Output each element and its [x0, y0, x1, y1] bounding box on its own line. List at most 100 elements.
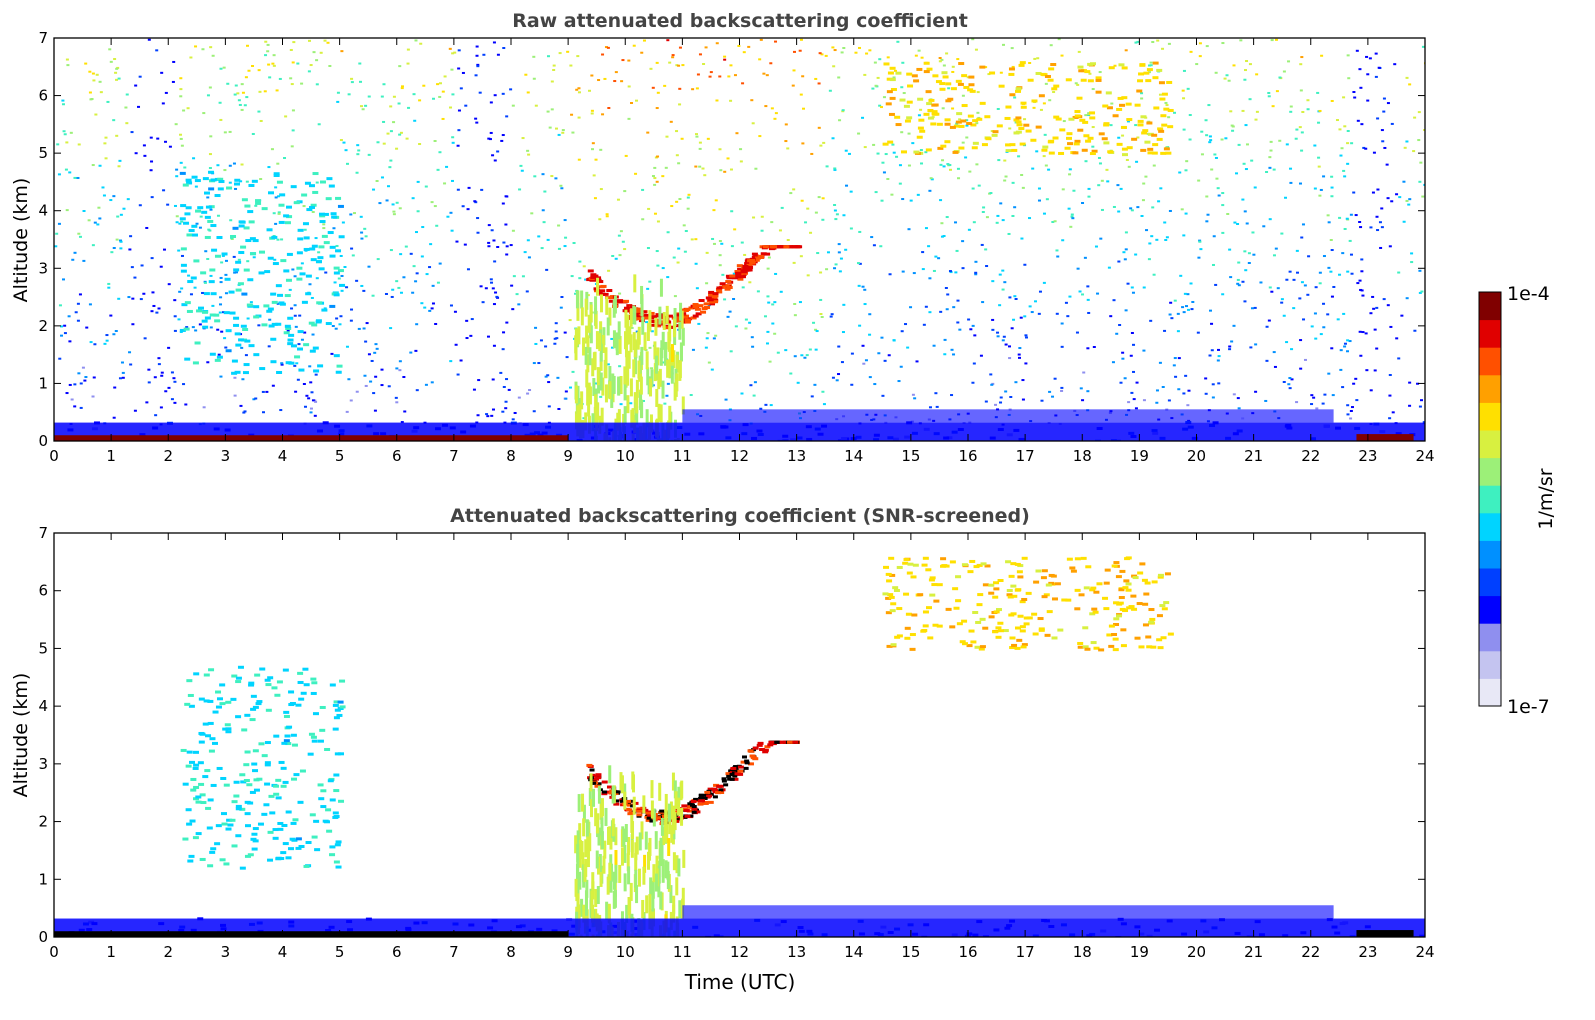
backscatter-noise-pixel [786, 238, 790, 241]
backscatter-pixel [997, 621, 1004, 625]
backscatter-noise-pixel [71, 258, 75, 261]
backscatter-noise-pixel [568, 386, 572, 389]
backscatter-noise-pixel [1117, 210, 1121, 213]
backscatter-pixel [729, 773, 735, 777]
backscatter-pixel [265, 708, 272, 712]
backscatter-noise-pixel [1068, 295, 1072, 298]
backscatter-noise-pixel [1106, 180, 1110, 183]
backscatter-noise-pixel [202, 406, 206, 409]
backscatter-pixel [1143, 592, 1150, 596]
backscatter-noise-pixel [1251, 231, 1255, 234]
backscatter-pixel [922, 610, 929, 614]
backscatter-noise-pixel [663, 84, 667, 87]
backscatter-pixel [250, 694, 257, 698]
backscatter-noise-pixel [601, 113, 605, 116]
backscatter-noise-pixel [398, 133, 402, 136]
backscatter-noise-pixel [756, 290, 760, 293]
backscatter-pixel [1103, 123, 1110, 127]
backscatter-pixel [939, 87, 946, 91]
backscatter-noise-pixel [451, 93, 455, 96]
backscatter-pixel [330, 212, 337, 216]
backscatter-pixel [612, 330, 616, 349]
backscatter-noise-pixel [240, 108, 244, 111]
backscatter-pixel [896, 565, 903, 569]
backscatter-noise-pixel [526, 91, 530, 94]
backscatter-noise-pixel [678, 197, 682, 200]
backscatter-noise-pixel [941, 159, 945, 162]
backscatter-pixel [221, 822, 228, 826]
backscatter-pixel [657, 403, 661, 422]
backscatter-noise-pixel [865, 52, 869, 55]
backscatter-noise-pixel [570, 275, 574, 278]
backscatter-noise-pixel [1115, 332, 1119, 335]
backscatter-pixel [944, 140, 951, 144]
backscatter-noise-pixel [159, 406, 163, 409]
backscatter-noise-pixel [367, 353, 371, 356]
backscatter-noise-pixel [1330, 99, 1334, 102]
backscatter-noise-pixel [167, 386, 171, 389]
backscatter-pixel [606, 289, 613, 293]
backscatter-pixel [956, 112, 963, 116]
backscatter-pixel [580, 307, 584, 326]
backscatter-noise-pixel [909, 199, 913, 202]
backscatter-noise-pixel [701, 167, 705, 170]
backscatter-noise-pixel [670, 205, 674, 208]
backscatter-pixel [297, 228, 304, 232]
backscatter-pixel [1073, 142, 1080, 146]
backscatter-pixel [678, 360, 682, 379]
backscatter-noise-pixel [195, 222, 199, 225]
backscatter-noise-pixel [1303, 358, 1307, 361]
colorbar-step [1479, 292, 1501, 321]
backscatter-noise-pixel [218, 101, 222, 104]
backscatter-pixel [658, 368, 662, 387]
backscatter-pixel [1151, 580, 1158, 584]
backscatter-pixel [650, 315, 657, 319]
backscatter-pixel [242, 371, 249, 375]
backscatter-pixel [197, 761, 204, 765]
backscatter-noise-pixel [739, 148, 743, 151]
backscatter-noise-pixel [737, 44, 741, 47]
backscatter-pixel [928, 578, 935, 582]
backscatter-pixel [205, 806, 212, 810]
backscatter-pixel [958, 62, 965, 66]
backscatter-noise-pixel [115, 134, 119, 137]
backscatter-pixel [699, 799, 706, 803]
backscatter-noise-pixel [152, 304, 156, 307]
backscatter-noise-pixel [1226, 212, 1230, 215]
backscatter-noise-pixel [576, 55, 580, 58]
backscatter-pixel [285, 278, 292, 282]
backscatter-noise-pixel [173, 204, 177, 207]
backscatter-pixel [235, 343, 242, 347]
backscatter-pixel [293, 773, 300, 777]
backscatter-noise-pixel [1200, 130, 1204, 133]
backscatter-noise-pixel [1350, 142, 1354, 145]
backscatter-noise-pixel [223, 131, 227, 134]
backscatter-pixel [623, 306, 630, 310]
backscatter-pixel [299, 769, 306, 773]
backscatter-noise-pixel [1318, 271, 1322, 274]
backscatter-noise-pixel [448, 47, 452, 50]
backscatter-noise-pixel [686, 207, 690, 210]
backscatter-pixel [595, 776, 602, 780]
backscatter-pixel [334, 752, 341, 756]
backscatter-noise-pixel [313, 414, 317, 417]
backscatter-noise-pixel [296, 378, 300, 381]
backscatter-noise-pixel [1295, 249, 1299, 252]
backscatter-pixel [1083, 134, 1090, 138]
backscatter-pixel [235, 676, 242, 680]
backscatter-noise-pixel [251, 132, 255, 135]
backscatter-pixel [609, 831, 613, 850]
backscatter-pixel [1145, 635, 1152, 639]
backscatter-pixel [944, 118, 951, 122]
backscatter-noise-pixel [534, 342, 538, 345]
backscatter-pixel [253, 788, 260, 792]
backscatter-pixel [1053, 84, 1060, 88]
backscatter-noise-pixel [125, 93, 129, 96]
backscatter-noise-pixel [938, 56, 942, 59]
backscatter-noise-pixel [246, 44, 250, 47]
backscatter-noise-pixel [177, 318, 181, 321]
backscatter-pixel [252, 769, 259, 773]
backscatter-pixel [675, 354, 679, 373]
backscatter-pixel [303, 683, 310, 687]
backscatter-noise-pixel [770, 107, 774, 110]
